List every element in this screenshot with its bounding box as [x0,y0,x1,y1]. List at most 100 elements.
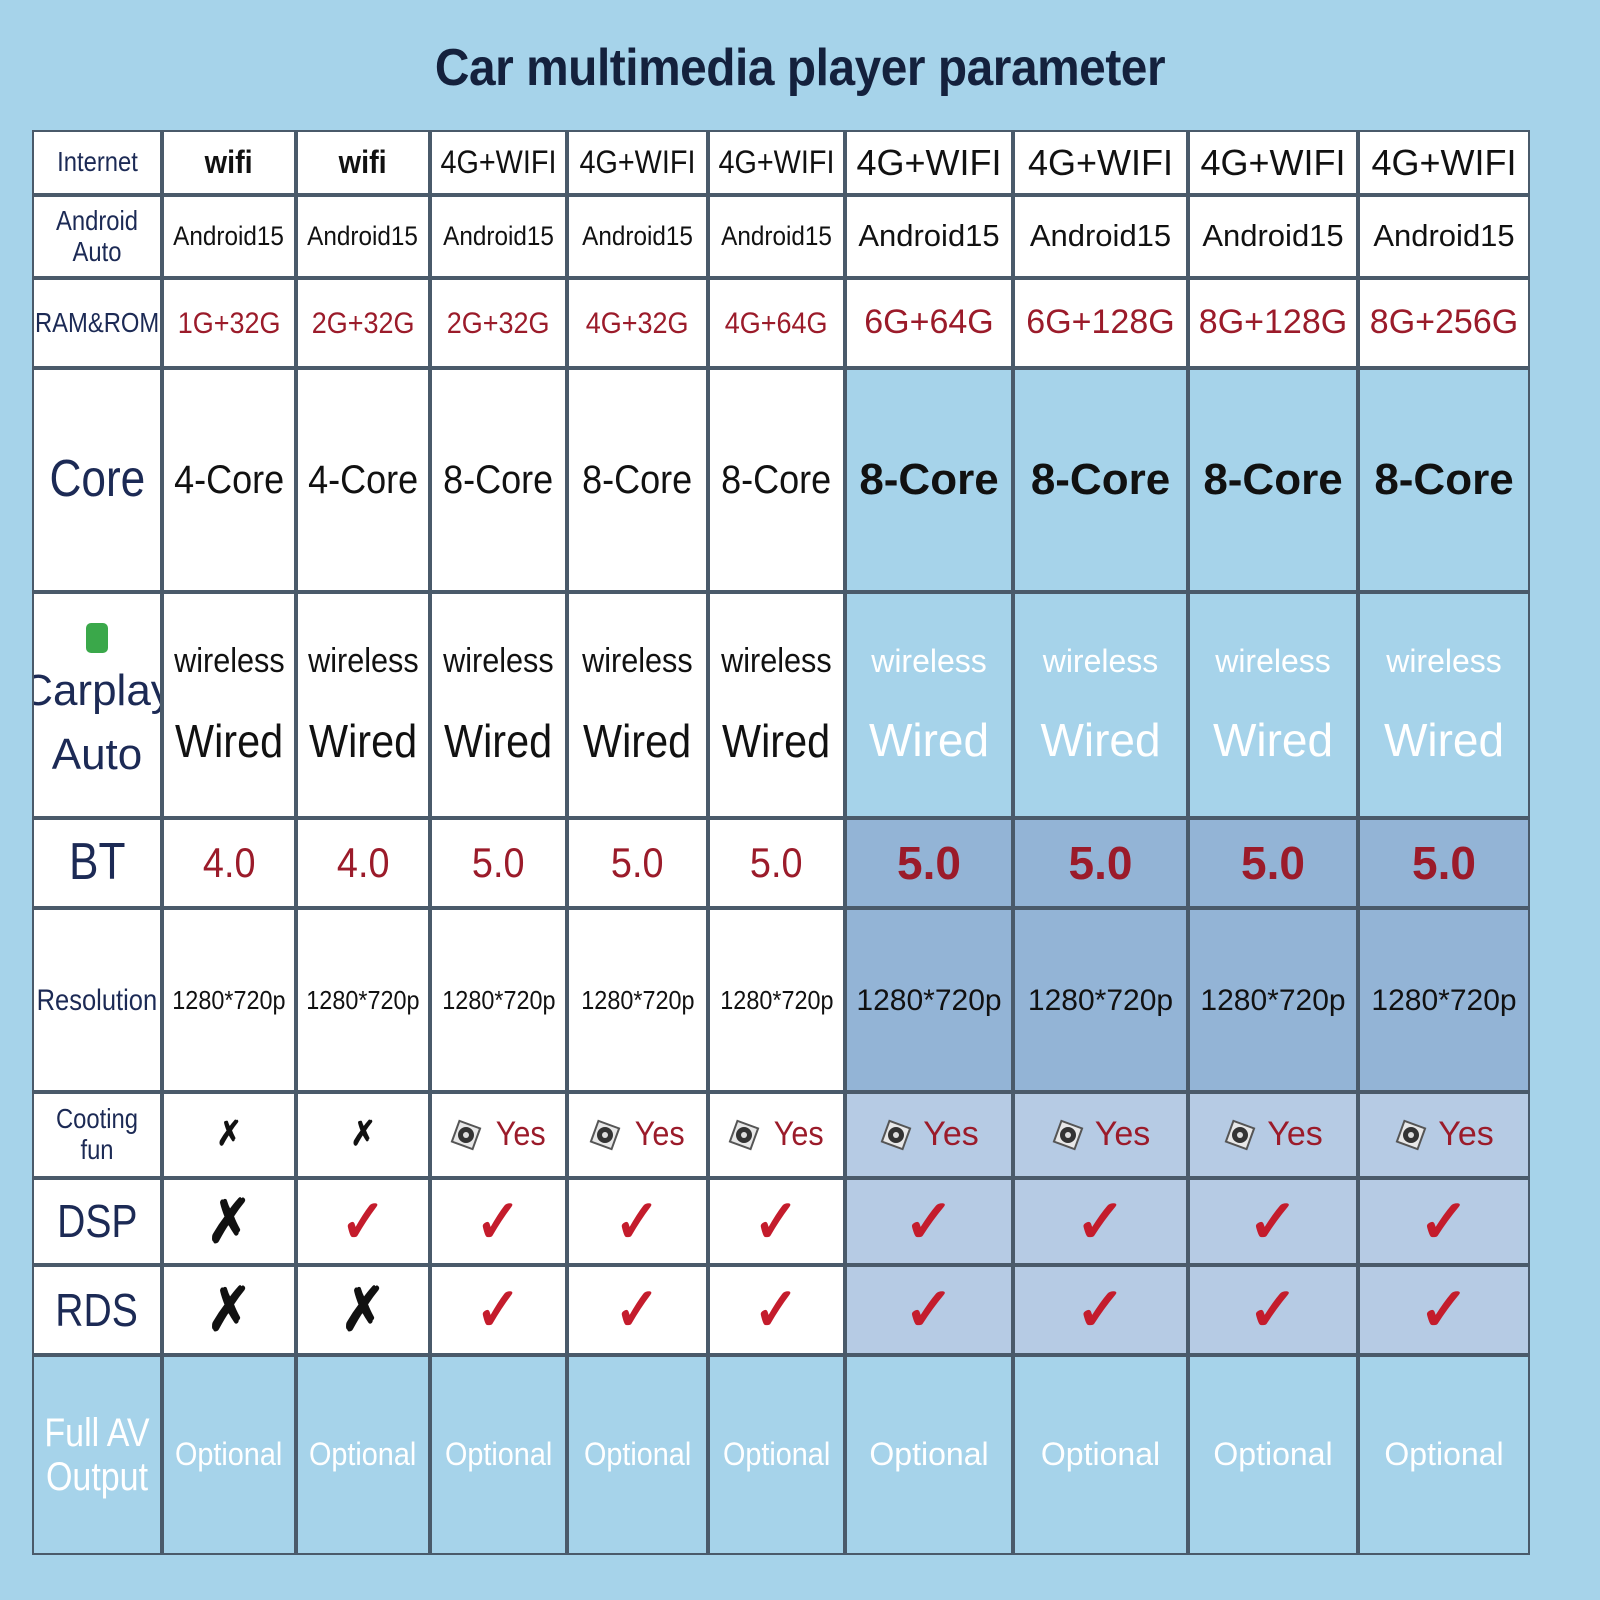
table-cell: wireless Wired [162,592,296,818]
label-text: RDS [55,1283,139,1336]
table-cell: Yes [1188,1092,1358,1178]
fan-row: Yes [727,1115,826,1153]
cell-text: ✓ [1247,1187,1299,1255]
cell-text: 8G+256G [1369,303,1519,342]
table-cell: 1280*720p [708,908,845,1092]
cell-text: wireless [1042,643,1159,680]
table-cell: 8G+128G [1188,278,1358,368]
table-cell: ✓ [1188,1178,1358,1265]
cell-text: ✓ [1418,1187,1470,1255]
cell-text: Optional [583,1436,692,1473]
table-cell: 4G+WIFI [1188,130,1358,195]
table-cell: Android15 [1188,195,1358,278]
cell-text: wireless [443,642,554,680]
table-cell: Optional [1358,1355,1530,1555]
table-cell: ✓ [1358,1265,1530,1355]
cell-text: ✗ [350,1115,376,1154]
cell-text: 5.0 [472,838,525,886]
fan-row: Yes [1223,1115,1323,1153]
cell-text: 4-Core [307,458,419,502]
label-text: Core [49,450,145,509]
table-cell: ✗ [296,1265,430,1355]
table-cell: 4G+WIFI [708,130,845,195]
label-text: DSP [56,1195,138,1248]
cell-text: wireless [871,643,987,680]
table-cell: Optional [708,1355,845,1555]
cell-text: 5.0 [897,836,961,889]
label-text: Full AV Output [44,1411,150,1499]
table-cell: 4G+32G [567,278,708,368]
cell-text: Wired [1212,714,1334,767]
cell-text: ✓ [475,1276,522,1343]
cell-text: Optional [869,1436,989,1473]
cell-text: Wired [308,715,418,768]
label-text: Resolution [36,983,158,1017]
table-cell: wireless Wired [708,592,845,818]
table-cell: 4G+64G [708,278,845,368]
table-cell: ✗ [162,1178,296,1265]
table-cell: 8G+256G [1358,278,1530,368]
table-cell: 4.0 [162,818,296,908]
table-cell: ✓ [1013,1178,1188,1265]
cell-text: Android15 [443,220,554,251]
table-cell: ✓ [296,1178,430,1265]
table-cell: wireless Wired [430,592,567,818]
fan-icon [1224,1119,1256,1151]
label-text: Auto [51,730,143,779]
row-label: Core [32,368,162,592]
fan-icon [880,1119,912,1151]
table-cell: wireless Wired [1358,592,1530,818]
cell-text: 8-Core [1374,454,1514,504]
cell-text: 1280*720p [441,984,556,1015]
table-cell: Android15 [708,195,845,278]
table-cell: 1280*720p [1188,908,1358,1092]
cell-text: 5.0 [1412,836,1476,889]
table-cell: Optional [162,1355,296,1555]
cell-text: Yes [1094,1115,1151,1154]
table-cell: Optional [567,1355,708,1555]
cell-text: 8-Core [1203,454,1343,504]
cell-text: wireless [1215,643,1331,680]
table-cell: 2G+32G [430,278,567,368]
table-cell: Optional [296,1355,430,1555]
cell-text: 4G+32G [586,306,689,340]
cell-text: 1280*720p [856,983,1002,1017]
table-cell: wireless Wired [845,592,1013,818]
table-cell: ✓ [845,1265,1013,1355]
table-cell: 1280*720p [845,908,1013,1092]
table-cell: ✓ [1013,1265,1188,1355]
cell-text: 2G+32G [311,306,415,340]
cell-text: 8-Core [1030,454,1171,504]
cell-text: Optional [309,1436,417,1473]
cell-text: 5.0 [1068,836,1133,889]
table-cell: 1280*720p [1358,908,1530,1092]
table-cell: Yes [1358,1092,1530,1178]
cell-text: Wired [1383,714,1505,767]
table-cell: 1G+32G [162,278,296,368]
cell-text: Optional [1384,1436,1504,1473]
table-cell: 8-Core [845,368,1013,592]
label-text: RAM&ROM [34,306,160,338]
cell-text: 1280*720p [306,984,420,1015]
table-cell: 5.0 [1358,818,1530,908]
cell-text: 4.0 [202,838,256,886]
table-cell: Yes [1013,1092,1188,1178]
label-text: Cooting fun [55,1103,139,1165]
table-cell: 8-Core [1013,368,1188,592]
cell-text: Android15 [1029,218,1172,254]
row-label: RAM&ROM [32,278,162,368]
cell-text: 4G+WIFI [1371,141,1517,183]
table-cell: 4-Core [162,368,296,592]
table-cell: Yes [845,1092,1013,1178]
table-cell: ✓ [708,1265,845,1355]
table-cell: 1280*720p [162,908,296,1092]
cell-text: 8-Core [859,454,999,504]
cell-text: ✗ [206,1187,252,1255]
cell-text: Android15 [721,220,832,251]
table-cell: 6G+64G [845,278,1013,368]
row-label: Android Auto [32,195,162,278]
table-cell: 4G+WIFI [1358,130,1530,195]
table-cell: wireless Wired [296,592,430,818]
table-cell: 5.0 [430,818,567,908]
